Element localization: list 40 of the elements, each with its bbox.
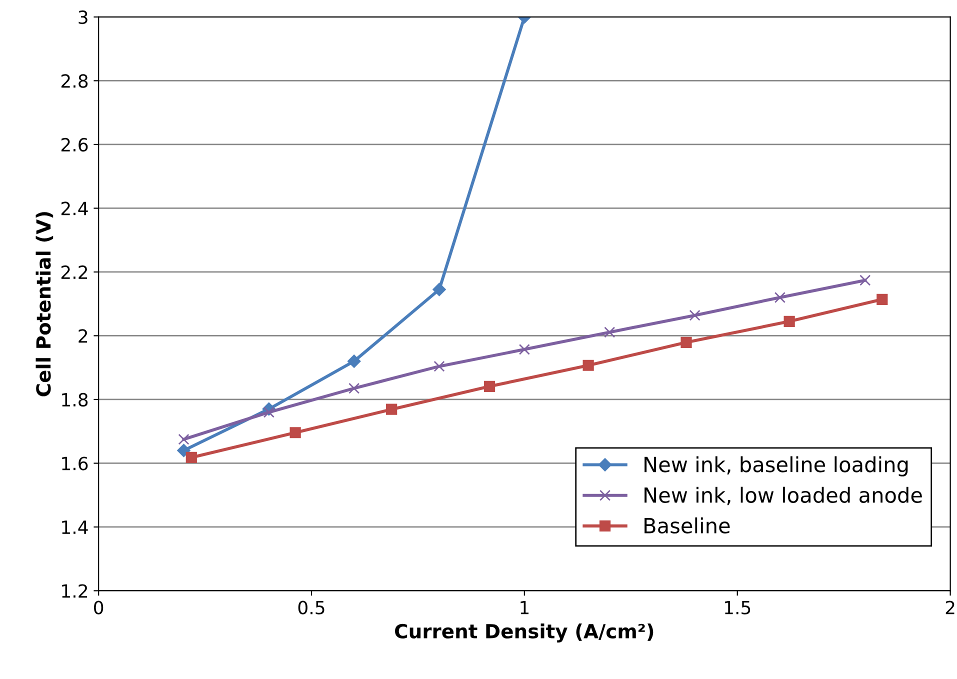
y-tick-label: 2.4	[61, 202, 88, 216]
y-tick-label: 1.4	[62, 520, 88, 534]
y-tick-label: 1.6	[62, 456, 88, 470]
y-tick-label: 2.6	[61, 138, 88, 152]
y-tick-label: 3	[78, 10, 88, 24]
x-tick-label: 0	[94, 600, 104, 614]
y-tick-label: 1.8	[62, 392, 88, 407]
point	[178, 434, 190, 445]
legend-label: New ink, baseline loading	[644, 456, 908, 476]
y-tick-label: 2	[78, 329, 88, 343]
point	[348, 382, 360, 394]
y-tick-label: 2.8	[61, 74, 88, 88]
x-tick-label: 2	[946, 600, 954, 614]
x-axis-title: Current Density (A/cm²)	[395, 623, 654, 642]
point	[860, 274, 871, 286]
y-tick-label: 2.2	[61, 265, 88, 279]
point	[582, 360, 594, 371]
point	[348, 354, 361, 368]
point	[604, 326, 616, 338]
x-tick-label: 0.5	[298, 600, 324, 614]
point	[689, 310, 700, 321]
point	[177, 444, 190, 458]
x-tick-label: 1	[520, 601, 529, 614]
point	[434, 360, 445, 372]
point	[518, 344, 530, 355]
point	[876, 294, 888, 305]
point	[263, 406, 274, 418]
point	[186, 452, 197, 464]
point	[784, 316, 795, 327]
point	[432, 282, 446, 296]
point	[290, 427, 301, 438]
legend-label: New ink, low loaded anode	[644, 486, 922, 506]
x-tick-label: 1.5	[724, 601, 750, 614]
point	[386, 404, 398, 415]
point	[484, 380, 496, 392]
point	[680, 336, 692, 348]
y-tick-label: 1.2	[62, 584, 88, 598]
legend-label: Baseline	[644, 517, 730, 534]
point	[774, 292, 786, 304]
y-axis-title: Cell Potential (V)	[36, 212, 54, 396]
